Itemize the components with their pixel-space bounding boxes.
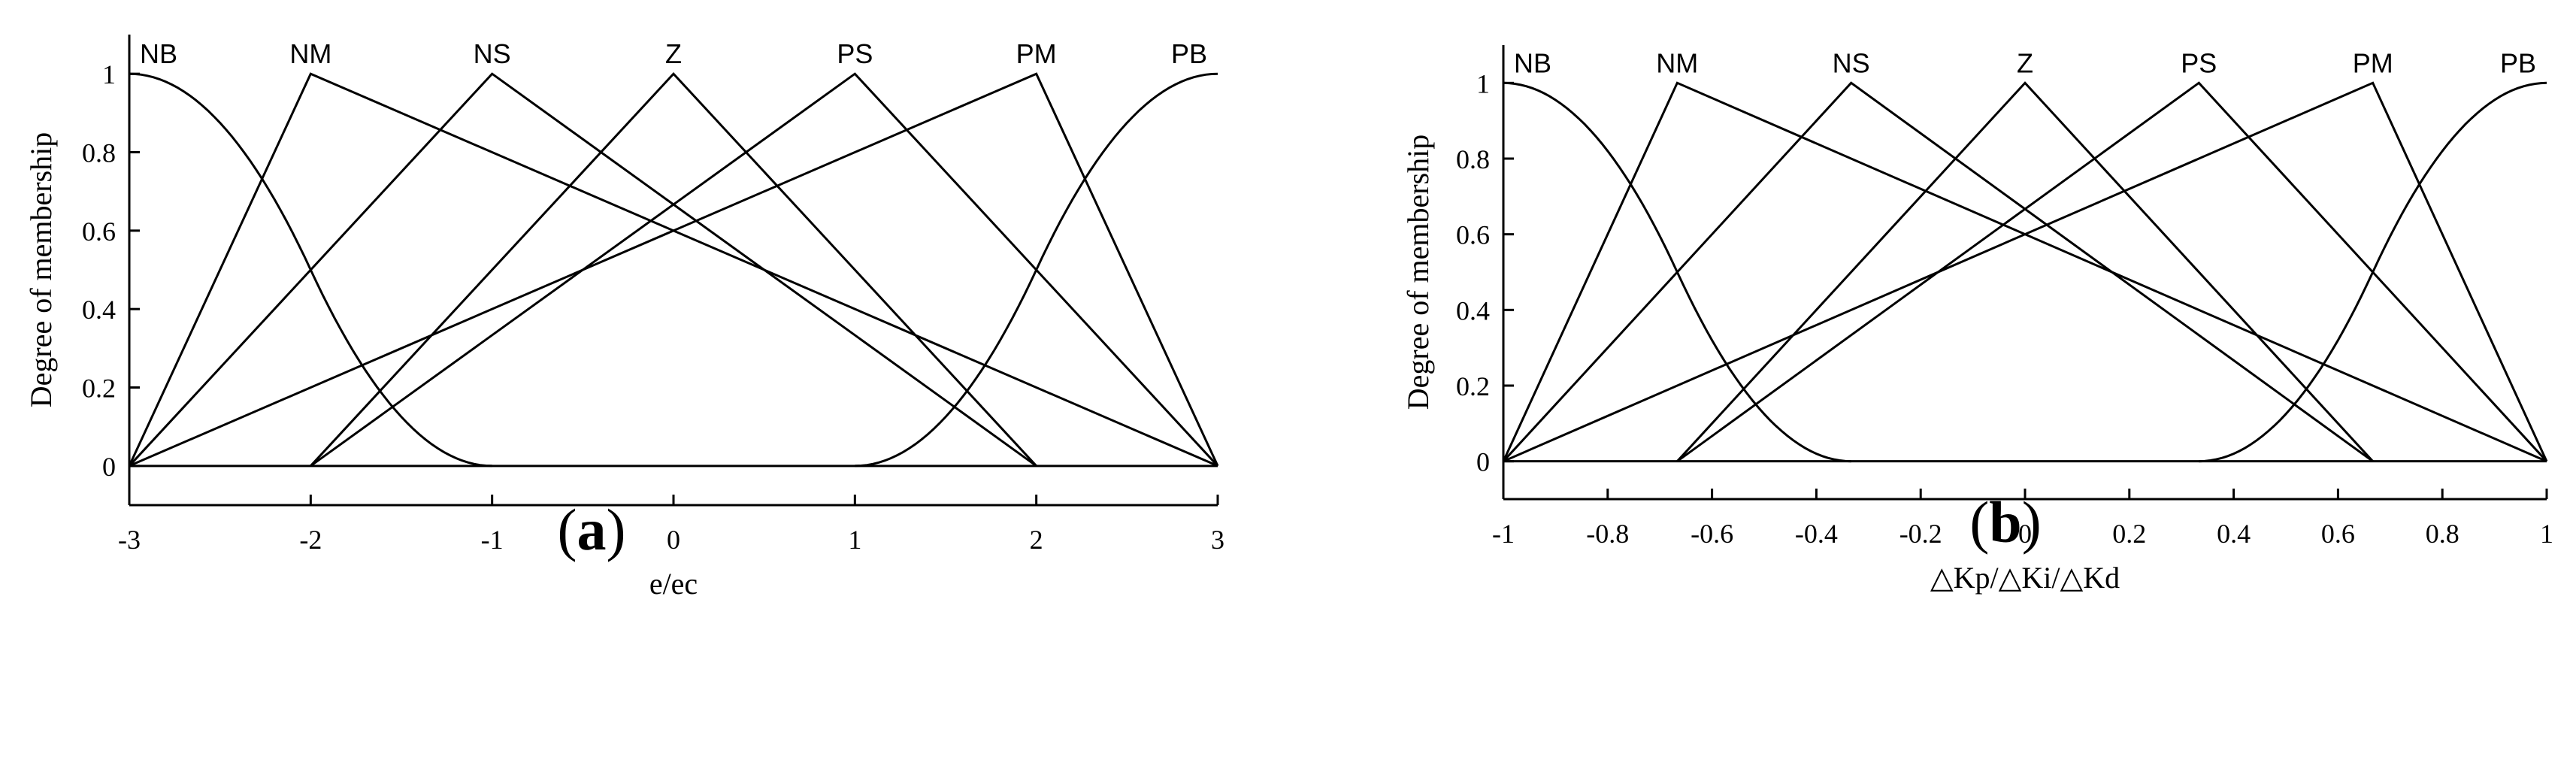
y-tick-label: 1 — [102, 59, 116, 89]
y-tick-label: 0.2 — [1456, 371, 1490, 401]
x-tick-label: -3 — [118, 525, 141, 555]
y-axis-label: Degree of membership — [24, 132, 58, 408]
mf-curve-z — [310, 71, 1037, 467]
x-tick-label: 0.8 — [2426, 519, 2459, 549]
x-tick-label: -0.4 — [1795, 519, 1838, 549]
mf-curve-nm — [128, 72, 1218, 468]
y-tick-label: 1 — [1476, 68, 1490, 98]
series-label-z: Z — [665, 38, 682, 69]
y-tick-label: 0.8 — [1456, 144, 1490, 174]
chart-a: -3 -2 -1 0 1 2 3 0 0.2 0.4 0.6 0.8 1 e/ec Degree of me… — [24, 35, 1224, 601]
series-label-ns: NS — [1833, 47, 1870, 78]
series-label-pm: PM — [2353, 47, 2393, 78]
x-tick-label: 1 — [2540, 519, 2553, 549]
x-axis-label: e/ec — [649, 567, 698, 601]
series-label-ps: PS — [2181, 47, 2217, 78]
series-label-nm: NM — [1656, 47, 1698, 78]
x-tick-label: 0 — [667, 525, 680, 555]
panel-label-b: (b) — [1969, 489, 2042, 555]
series-label-z: Z — [2017, 47, 2033, 78]
x-tick-label: 0.2 — [2112, 519, 2146, 549]
series-label-ps: PS — [837, 38, 873, 69]
x-tick-label: 3 — [1211, 525, 1224, 555]
x-tick-label: -0.6 — [1691, 519, 1733, 549]
x-tick-label: -0.2 — [1899, 519, 1942, 549]
series-label-pm: PM — [1016, 38, 1057, 69]
y-tick-label: 0.6 — [1456, 220, 1490, 250]
x-tick-label: 0.6 — [2321, 519, 2355, 549]
series-label-nb: NB — [140, 38, 177, 69]
x-tick-label: 0 — [2018, 519, 2032, 549]
x-tick-label: 0.4 — [2217, 519, 2251, 549]
y-tick-label: 0.6 — [82, 216, 116, 247]
mf-curve-nm — [1502, 81, 2547, 463]
mf-curve-pb — [855, 72, 1218, 468]
mf-curve-ps — [1676, 81, 2548, 462]
mf-curve-ns — [128, 72, 1037, 468]
x-tick-label: -2 — [299, 525, 322, 555]
series-label-pb: PB — [2500, 47, 2536, 78]
x-tick-label: 2 — [1030, 525, 1043, 555]
x-tick-label: 1 — [848, 525, 861, 555]
mf-curve-ps — [310, 72, 1219, 468]
y-tick-label: 0.4 — [82, 295, 116, 325]
series-label-pb: PB — [1171, 38, 1207, 69]
y-tick-label: 0 — [102, 452, 116, 482]
y-tick-label: 0.8 — [82, 138, 116, 168]
x-tick-label: -1 — [481, 525, 504, 555]
panel-label-a: (a) — [557, 497, 626, 562]
series-label-nm: NM — [289, 38, 331, 69]
y-tick-label: 0.2 — [82, 374, 116, 404]
mf-curve-pb — [2199, 81, 2547, 463]
x-axis-label: △Kp/△Ki/△Kd — [1930, 561, 2120, 595]
y-tick-label: 0.4 — [1456, 295, 1490, 325]
series-label-nb: NB — [1514, 47, 1551, 78]
mf-curve-ns — [1502, 81, 2374, 462]
x-tick-label: -0.8 — [1586, 519, 1629, 549]
chart-b: -1 -0.8 -0.6 -0.4 -0.2 0 0.2 0.4 0.6 0.8 1 0 0.2 0.4 0… — [1401, 45, 2553, 595]
x-tick-label: -1 — [1492, 519, 1515, 549]
mf-curve-pm — [1503, 81, 2548, 463]
y-tick-label: 0 — [1476, 447, 1490, 477]
y-axis-label: Degree of membership — [1401, 135, 1435, 410]
mf-curve-pm — [129, 72, 1219, 468]
series-label-ns: NS — [474, 38, 511, 69]
mf-curve-z — [1676, 81, 2374, 462]
